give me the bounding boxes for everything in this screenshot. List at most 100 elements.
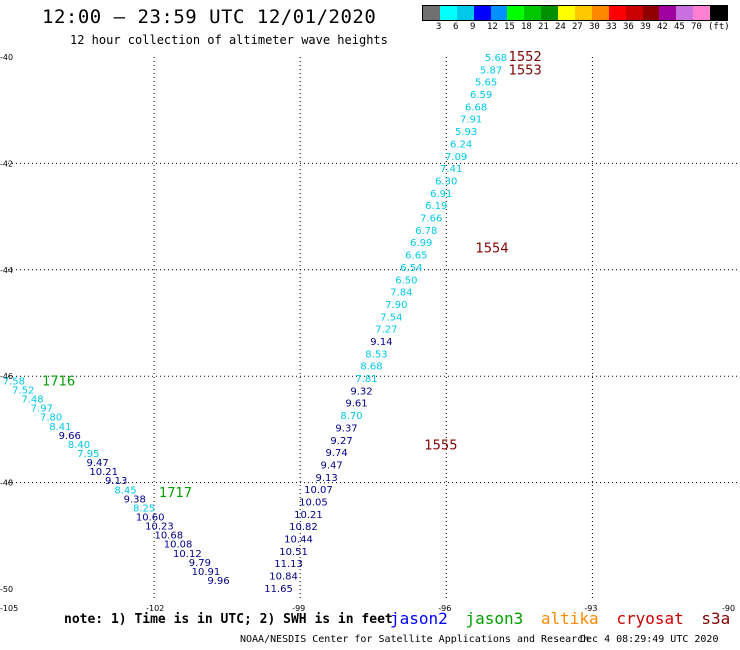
swh-value-label: 10.23 xyxy=(145,522,174,533)
swh-value-label: 7.48 xyxy=(21,395,43,406)
footer-credit: NOAA/NESDIS Center for Satellite Applica… xyxy=(240,634,590,645)
swh-value-label: 10.51 xyxy=(279,547,308,558)
colorbar-swatch xyxy=(642,6,660,20)
legend-cryosat: cryosat xyxy=(616,609,684,628)
pass-number-label: 1555 xyxy=(424,438,457,453)
colorbar-swatch xyxy=(524,6,542,20)
swh-value-label: 9.79 xyxy=(189,558,211,569)
colorbar-swatch xyxy=(456,6,474,20)
swh-value-label: 9.74 xyxy=(325,448,347,459)
longitude-tick-label: -102 xyxy=(146,604,164,613)
pass-number-label: 1552 xyxy=(509,50,542,65)
longitude-tick-label: -93 xyxy=(584,604,597,613)
latitude-tick-label: -40 xyxy=(0,53,13,62)
swh-value-label: 8.53 xyxy=(365,349,387,360)
swh-value-label: 6.68 xyxy=(465,102,487,113)
swh-value-label: 7.84 xyxy=(390,288,412,299)
swh-value-label: 9.96 xyxy=(207,576,229,587)
swh-value-label: 8.45 xyxy=(114,485,136,496)
satellite-track-west: 7.587.527.487.977.808.419.668.407.959.47… xyxy=(3,376,230,587)
swh-value-label: 7.91 xyxy=(460,115,482,126)
swh-value-label: 10.44 xyxy=(284,535,313,546)
colorbar-label: 39 xyxy=(640,22,651,32)
latitude-tick-label: -42 xyxy=(0,159,13,168)
colorbar-swatch xyxy=(625,6,643,20)
latitude-tick-label: -44 xyxy=(0,266,13,275)
swh-value-label: 6.54 xyxy=(400,263,422,274)
legend-altika: altika xyxy=(540,609,599,628)
swh-value-label: 10.68 xyxy=(154,531,183,542)
colorbar-label: 15 xyxy=(504,22,515,32)
latitude-tick-label: -50 xyxy=(0,585,13,594)
swh-value-label: 7.58 xyxy=(3,376,25,387)
legend-s3a: s3a xyxy=(701,609,731,628)
longitude-tick-label: -99 xyxy=(292,604,305,613)
swh-value-label: 7.09 xyxy=(445,152,467,163)
swh-value-label: 6.19 xyxy=(425,201,447,212)
colorbar-swatch xyxy=(575,6,592,20)
colorbar-labels: 3 6 9 12 15 18 21 24 27 30 33 36 39 42 45 70 (ft) xyxy=(422,22,740,34)
colorbar-label: 12 xyxy=(487,22,498,32)
swh-value-label: 6.59 xyxy=(470,90,492,101)
units-note: note: 1) Time is in UTC; 2) SWH is in fe… xyxy=(64,612,393,627)
swh-value-label: 8.41 xyxy=(49,422,71,433)
legend-jason3: jason3 xyxy=(465,609,524,628)
swh-value-label: 9.13 xyxy=(315,473,337,484)
colorbar-label: 36 xyxy=(623,22,634,32)
pass-number-label: 1717 xyxy=(159,486,192,501)
swh-value-label: 11.65 xyxy=(264,584,293,595)
latitude-tick-label: -46 xyxy=(0,372,13,381)
longitude-tick-label: -105 xyxy=(0,604,18,613)
swh-value-label: 9.47 xyxy=(86,458,108,469)
colorbar-swatch xyxy=(473,6,491,20)
swh-value-label: 9.61 xyxy=(345,399,367,410)
swh-value-label: 11.13 xyxy=(274,559,303,570)
colorbar-swatch xyxy=(423,6,440,20)
colorbar-label: 27 xyxy=(572,22,583,32)
swh-value-label: 6.65 xyxy=(405,251,427,262)
colorbar-label: 9 xyxy=(470,22,476,32)
swh-value-label: 9.27 xyxy=(330,436,352,447)
colorbar-swatch xyxy=(693,6,711,20)
swh-value-label: 9.47 xyxy=(320,460,342,471)
swh-value-label: 6.24 xyxy=(450,139,472,150)
swh-value-label: 10.05 xyxy=(299,498,328,509)
colorbar-swatch xyxy=(591,6,609,20)
swh-value-label: 8.25 xyxy=(133,503,155,514)
swh-value-label: 5.87 xyxy=(480,65,502,76)
swh-value-label: 10.60 xyxy=(136,512,165,523)
swh-value-label: 9.14 xyxy=(370,337,392,348)
colorbar-swatch xyxy=(659,6,677,20)
swh-value-label: 7.41 xyxy=(440,164,462,175)
swh-value-label: 9.66 xyxy=(59,431,81,442)
colorbar-label: 30 xyxy=(589,22,600,32)
colorbar-label: 6 xyxy=(453,22,459,32)
swh-value-label: 9.38 xyxy=(124,494,146,505)
footer-timestamp: Dec 4 08:29:49 UTC 2020 xyxy=(580,634,719,645)
swh-value-label: 6.78 xyxy=(415,226,437,237)
colorbar-label: 24 xyxy=(555,22,566,32)
swh-value-label: 9.32 xyxy=(350,386,372,397)
chart-subtitle: 12 hour collection of altimeter wave hei… xyxy=(70,33,388,47)
longitude-tick-label: -90 xyxy=(722,604,735,613)
swh-value-label: 6.50 xyxy=(395,275,417,286)
colorbar-label: 3 xyxy=(436,22,442,32)
colorbar-swatch xyxy=(676,6,694,20)
swh-value-label: 8.70 xyxy=(340,411,362,422)
swh-value-label: 9.13 xyxy=(105,476,127,487)
swh-value-label: 7.66 xyxy=(420,214,442,225)
map-grid xyxy=(8,57,740,600)
colorbar-label: (ft) xyxy=(708,22,730,32)
satellite-track-east: 5.685.87 5.656.596.68 7.915.936.24 7.097.41… xyxy=(264,53,507,595)
colorbar-swatch xyxy=(710,6,728,20)
swh-value-label: 7.81 xyxy=(355,374,377,385)
swh-value-label: 7.97 xyxy=(31,404,53,415)
colorbar-label: 70 xyxy=(691,22,702,32)
pass-number-label: 1553 xyxy=(509,63,542,78)
swh-value-label: 10.08 xyxy=(164,540,193,551)
colorbar-label: 45 xyxy=(674,22,685,32)
swh-value-label: 10.21 xyxy=(294,510,323,521)
chart-title: 12:00 – 23:59 UTC 12/01/2020 xyxy=(42,6,377,28)
